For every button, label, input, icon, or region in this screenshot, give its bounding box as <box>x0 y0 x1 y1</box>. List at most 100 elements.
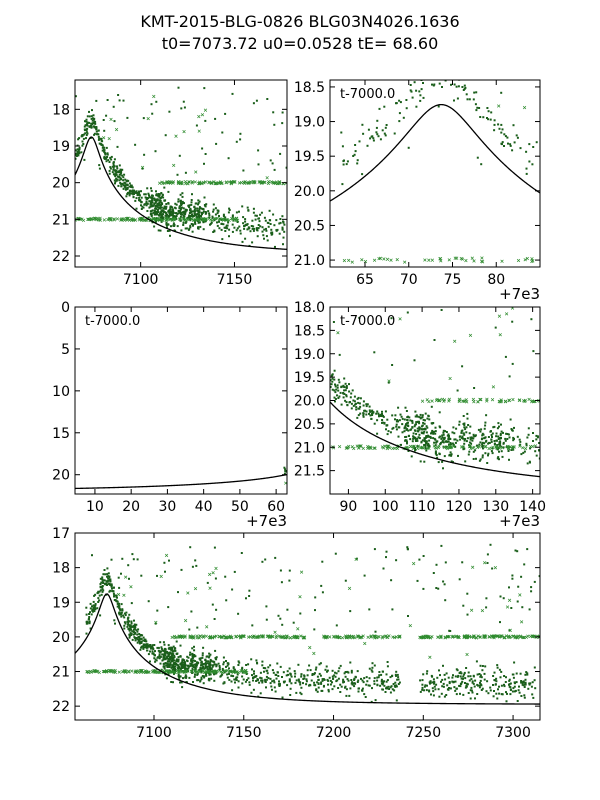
data-point <box>182 221 185 224</box>
model-curve <box>75 473 287 490</box>
data-point <box>416 421 419 424</box>
data-point <box>224 112 227 115</box>
data-point <box>237 680 240 683</box>
data-point <box>242 678 245 681</box>
data-point <box>447 73 449 75</box>
data-point <box>169 205 172 208</box>
data-point <box>189 226 192 229</box>
flagged-point <box>434 398 439 403</box>
data-point <box>77 154 80 157</box>
data-point <box>204 211 207 213</box>
data-point <box>120 613 123 616</box>
data-point <box>321 678 324 681</box>
data-point <box>463 433 466 436</box>
data-point <box>106 99 109 101</box>
data-point <box>463 424 466 426</box>
data-point <box>213 618 216 620</box>
data-point <box>258 681 261 684</box>
data-point <box>422 82 424 84</box>
data-point <box>509 143 512 146</box>
data-point <box>140 190 142 193</box>
data-point <box>175 215 178 217</box>
data-point <box>250 691 253 694</box>
flagged-point <box>427 399 431 404</box>
data-point <box>173 223 176 226</box>
data-point <box>448 681 451 683</box>
data-point <box>214 657 217 659</box>
data-point <box>136 630 139 633</box>
data-point <box>350 407 353 410</box>
data-point <box>455 75 457 77</box>
data-point <box>397 426 400 429</box>
data-point <box>516 550 519 553</box>
data-point <box>125 611 128 614</box>
data-point <box>164 134 167 137</box>
data-point <box>401 417 404 420</box>
data-point <box>132 633 135 636</box>
data-point <box>255 675 258 677</box>
data-point <box>193 654 196 656</box>
data-point <box>417 430 420 433</box>
flagged-point <box>97 670 101 675</box>
flagged-point <box>490 398 495 402</box>
flagged-point <box>267 179 271 184</box>
data-point <box>108 583 111 586</box>
data-point <box>256 679 259 682</box>
data-point <box>241 666 244 669</box>
data-point <box>185 227 188 230</box>
data-point <box>428 445 431 448</box>
data-point <box>428 681 431 684</box>
data-point <box>253 227 256 230</box>
data-point <box>198 215 201 218</box>
data-point <box>318 672 321 675</box>
data-point <box>145 645 148 648</box>
data-point <box>457 85 460 88</box>
data-point <box>410 455 413 458</box>
data-point <box>165 203 168 205</box>
data-point <box>368 608 371 611</box>
data-point <box>232 666 235 669</box>
data-point <box>283 230 286 233</box>
data-point <box>121 168 124 171</box>
data-point <box>500 670 503 673</box>
figure-title-line-1: KMT-2015-BLG-0826 BLG03N4026.1636 <box>140 12 460 31</box>
data-point <box>196 626 199 629</box>
data-point <box>409 419 412 422</box>
data-point <box>481 669 484 672</box>
data-point <box>281 226 284 229</box>
data-point <box>444 430 447 433</box>
flagged-point <box>81 218 86 223</box>
flagged-point <box>203 218 207 222</box>
data-point <box>144 640 146 642</box>
data-point <box>509 279 511 281</box>
data-point <box>150 215 153 218</box>
data-point <box>416 427 419 430</box>
data-point <box>435 587 438 589</box>
data-point <box>465 684 468 687</box>
data-point <box>218 666 221 669</box>
data-point <box>156 646 159 649</box>
data-point <box>119 181 122 184</box>
data-point <box>162 665 165 668</box>
data-point <box>253 675 256 678</box>
data-point <box>369 137 372 140</box>
data-point <box>89 602 92 605</box>
data-point <box>144 196 147 199</box>
data-point <box>247 227 250 230</box>
data-point <box>146 210 149 212</box>
x-tick-label: 130 <box>482 499 509 515</box>
data-point <box>289 687 292 690</box>
data-point <box>502 441 505 444</box>
data-point <box>150 187 152 190</box>
data-point <box>390 317 393 320</box>
data-point <box>323 678 326 681</box>
data-point <box>185 220 188 223</box>
flagged-point <box>499 634 503 638</box>
data-point <box>265 678 268 681</box>
data-point <box>92 606 95 609</box>
data-point <box>184 664 187 667</box>
flagged-point <box>438 257 442 261</box>
data-point <box>82 133 85 136</box>
data-point <box>130 632 133 635</box>
data-point <box>482 447 484 450</box>
